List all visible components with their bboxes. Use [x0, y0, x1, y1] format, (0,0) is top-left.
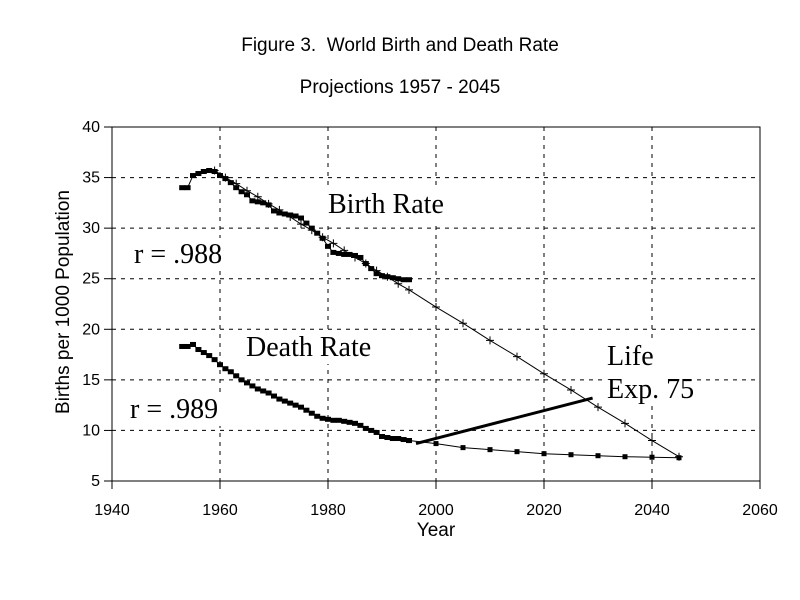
- y-axis-ticks: 5 10 15 20 25 30 35 40: [82, 119, 112, 490]
- life-exp-annotation-line1: Life: [607, 341, 654, 372]
- x-tick-label: 2040: [634, 502, 670, 519]
- x-tick-label: 2000: [418, 502, 454, 519]
- life-exp-annotation-line2: Exp. 75: [607, 374, 695, 406]
- chart-title: Figure 3. World Birth and Death Rate: [241, 35, 559, 56]
- series-death-rate-observed: [179, 341, 412, 444]
- series-birth-rate-fit-and-projection: [210, 166, 683, 461]
- y-tick-label: 25: [82, 271, 100, 288]
- y-tick-label: 35: [82, 170, 100, 187]
- birth-rate-series-label: Birth Rate: [325, 188, 447, 222]
- x-tick-label: 1940: [94, 502, 130, 519]
- death-rate-series-label: Death Rate: [243, 331, 375, 365]
- death-rate-correlation-label: r = .989: [127, 393, 222, 427]
- chart-subtitle: Projections 1957 - 2045: [299, 77, 501, 98]
- life-exp-callout-line: [415, 396, 593, 446]
- y-tick-label: 30: [82, 220, 100, 237]
- y-tick-label: 20: [82, 321, 100, 338]
- y-tick-label: 10: [82, 422, 100, 439]
- x-tick-label: 2020: [526, 502, 562, 519]
- x-axis-title: Year: [416, 520, 456, 541]
- series-death-rate-projection: [406, 438, 682, 461]
- x-axis-ticks: 1940 1960 1980 2000 2020 2040 2060: [94, 481, 778, 519]
- x-tick-label: 1980: [310, 502, 346, 519]
- y-tick-label: 5: [91, 473, 100, 490]
- y-tick-label: 15: [82, 372, 100, 389]
- birth-rate-correlation-label: r = .988: [131, 238, 226, 272]
- x-tick-label: 2060: [742, 502, 778, 519]
- x-tick-label: 1960: [202, 502, 238, 519]
- life-exp-annotation: Life Exp. 75: [604, 340, 698, 407]
- y-tick-label: 40: [82, 119, 100, 136]
